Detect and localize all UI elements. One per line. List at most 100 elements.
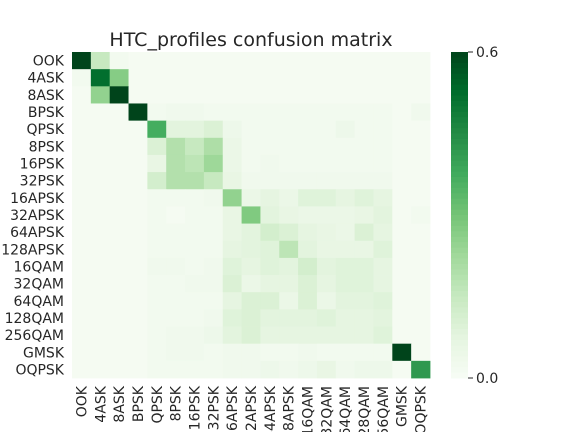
heatmap-cell xyxy=(241,69,261,87)
colorbar-segment xyxy=(451,155,468,162)
heatmap-cell xyxy=(166,343,186,362)
heatmap-cell xyxy=(147,257,167,276)
heatmap-cell xyxy=(185,69,205,87)
heatmap-cell xyxy=(298,292,318,310)
heatmap-cell xyxy=(185,223,205,242)
heatmap-cell xyxy=(335,69,356,87)
heatmap-cell xyxy=(279,240,299,259)
heatmap-cell xyxy=(354,309,374,327)
heatmap-cell xyxy=(203,189,224,207)
heatmap-cell xyxy=(166,257,186,276)
colorbar-segment xyxy=(451,367,468,374)
colorbar-segment xyxy=(451,307,468,314)
y-tick-label: 16QAM xyxy=(14,259,65,275)
colorbar-segment xyxy=(451,182,468,189)
heatmap-cell xyxy=(279,275,299,293)
heatmap-cell xyxy=(354,326,374,345)
y-tick-label: 32QAM xyxy=(14,277,65,293)
chart-title: HTC_profiles confusion matrix xyxy=(109,29,392,51)
heatmap-cell xyxy=(354,69,374,87)
heatmap-cell xyxy=(128,103,148,122)
colorbar-tick-label: 0.6 xyxy=(476,45,498,61)
heatmap-cell xyxy=(260,292,280,310)
heatmap-cell xyxy=(392,360,412,379)
heatmap-cell xyxy=(316,360,337,379)
heatmap-cell xyxy=(392,103,412,122)
heatmap-cell xyxy=(128,360,148,379)
heatmap-cell xyxy=(335,343,356,362)
heatmap-cell xyxy=(90,223,111,242)
heatmap-cell xyxy=(203,343,224,362)
heatmap-cell xyxy=(392,120,412,139)
colorbar-segment xyxy=(451,193,468,200)
heatmap-cell xyxy=(411,154,431,173)
heatmap-cell xyxy=(298,69,318,87)
heatmap-cell xyxy=(203,137,224,156)
heatmap-cell xyxy=(72,257,92,276)
heatmap-cell xyxy=(373,292,393,310)
heatmap-cell xyxy=(392,52,412,70)
heatmap-cell xyxy=(109,86,129,104)
colorbar-segment xyxy=(451,209,468,216)
x-tick-label: 16APSK xyxy=(225,385,241,432)
heatmap-cell xyxy=(90,206,111,224)
heatmap-cell xyxy=(185,240,205,259)
heatmap-cell xyxy=(411,240,431,259)
heatmap-cell xyxy=(411,86,431,104)
heatmap-cell xyxy=(316,292,337,310)
heatmap-cell xyxy=(316,86,337,104)
heatmap-cell xyxy=(90,172,111,190)
heatmap-cell xyxy=(241,223,261,242)
colorbar-segment xyxy=(451,204,468,211)
heatmap-cell xyxy=(166,103,186,122)
colorbar-segment xyxy=(451,372,468,379)
heatmap-cell xyxy=(354,120,374,139)
heatmap-cell xyxy=(354,86,374,104)
x-tick-label: GMSK xyxy=(395,385,411,427)
heatmap-cell xyxy=(335,240,356,259)
heatmap-cell xyxy=(354,206,374,224)
heatmap-cell xyxy=(411,189,431,207)
heatmap-cell xyxy=(260,309,280,327)
colorbar-segment xyxy=(451,280,468,287)
heatmap-cell xyxy=(260,240,280,259)
heatmap-cell xyxy=(260,223,280,242)
colorbar-segment xyxy=(451,220,468,227)
y-tick-label: OOK xyxy=(33,54,65,70)
heatmap-cell xyxy=(166,120,186,139)
heatmap-cell xyxy=(109,275,129,293)
x-tick-label: 4ASK xyxy=(93,385,109,422)
heatmap-cell xyxy=(373,52,393,70)
heatmap-cell xyxy=(72,309,92,327)
heatmap-cell xyxy=(298,172,318,190)
colorbar-segment xyxy=(451,52,468,58)
heatmap-cell xyxy=(411,343,431,362)
heatmap-cell xyxy=(185,257,205,276)
x-tick-label: 256QAM xyxy=(376,386,392,432)
heatmap-cell xyxy=(222,69,242,87)
heatmap-cell xyxy=(392,223,412,242)
heatmap-cell xyxy=(298,360,318,379)
x-tick-label: BPSK xyxy=(131,385,147,422)
heatmap-cell xyxy=(166,223,186,242)
heatmap-cell xyxy=(222,223,242,242)
heatmap-cell xyxy=(128,189,148,207)
heatmap-cell xyxy=(147,137,167,156)
heatmap-cell xyxy=(109,69,129,87)
y-tick-label: 4ASK xyxy=(27,71,64,87)
y-tick-label: 64APSK xyxy=(10,225,65,241)
heatmap-cell xyxy=(279,360,299,379)
heatmap-cell xyxy=(128,120,148,139)
heatmap-cell xyxy=(222,172,242,190)
heatmap-cell xyxy=(147,360,167,379)
heatmap-cell xyxy=(203,240,224,259)
heatmap-cell xyxy=(392,172,412,190)
heatmap-cell xyxy=(298,86,318,104)
heatmap-cell xyxy=(166,69,186,87)
heatmap-cell xyxy=(298,326,318,345)
y-tick-label: 128QAM xyxy=(5,311,64,327)
heatmap-cell xyxy=(185,360,205,379)
heatmap-cell xyxy=(298,103,318,122)
heatmap-cell xyxy=(354,292,374,310)
